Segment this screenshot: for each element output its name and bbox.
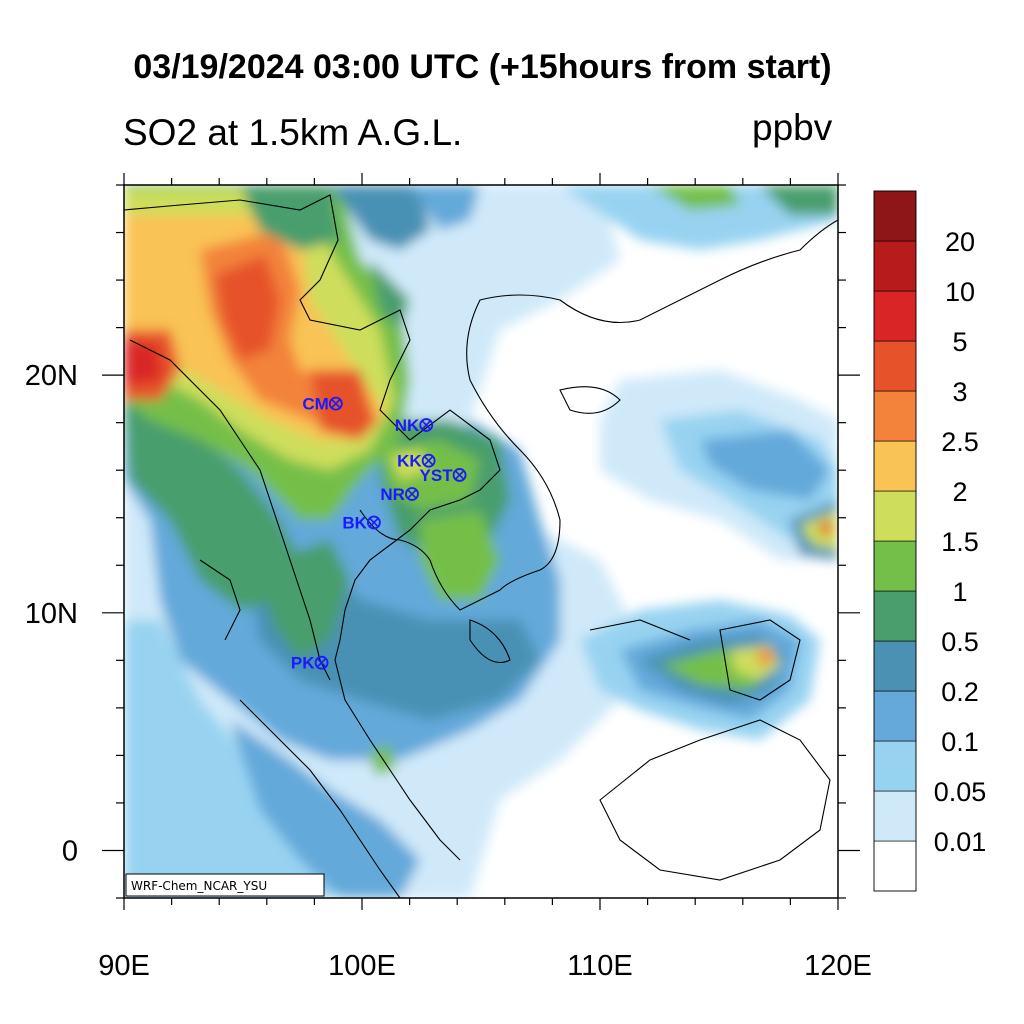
site-label: YST — [420, 466, 454, 485]
colorbar-label: 2.5 — [941, 427, 979, 457]
site-circle — [419, 418, 434, 432]
model-credit: WRF-Chem_NCAR_YSU — [131, 879, 267, 893]
colorbar-box — [873, 490, 917, 542]
colorbar-box — [873, 340, 917, 392]
colorbar-box — [873, 840, 917, 892]
site-marker: KK — [397, 452, 436, 471]
y-tick-label: 10N — [25, 598, 78, 630]
site-circle — [366, 515, 381, 530]
site-marker: NK — [395, 416, 434, 435]
coastlines — [124, 194, 838, 898]
colorbar-label: 20 — [945, 227, 975, 257]
axis-labels: 90E 100E 110E 120E 0 10N 20N — [25, 360, 872, 982]
colorbar-box — [873, 440, 917, 492]
x-tick-label: 90E — [98, 950, 150, 982]
site-circle — [328, 396, 343, 411]
site-label: NK — [395, 416, 420, 435]
colorbar-label: 0.01 — [934, 827, 987, 857]
colorbar-label: 5 — [952, 327, 967, 357]
site-marker: YST — [420, 466, 467, 485]
units-label: ppbv — [752, 107, 833, 148]
axis-ticks — [102, 173, 860, 910]
x-tick-label: 110E — [567, 950, 633, 982]
colorbar-box — [873, 290, 917, 342]
colorbar: 0.01 0.05 0.1 0.2 0.5 1 1.5 2 2.5 3 5 10 20 — [873, 190, 987, 892]
concentration-field — [124, 185, 838, 898]
colorbar-box — [873, 390, 917, 442]
colorbar-label: 1.5 — [941, 527, 979, 557]
colorbar-label: 3 — [952, 377, 967, 407]
colorbar-label: 0.2 — [941, 677, 979, 707]
colorbar-box — [873, 540, 917, 592]
site-label: CM — [302, 395, 328, 414]
colorbar-box — [873, 690, 917, 742]
site-cross — [316, 657, 327, 668]
site-marker: PK — [291, 654, 329, 673]
site-cross — [423, 455, 434, 466]
x-tick-label: 100E — [328, 950, 396, 982]
variable-label: SO2 at 1.5km A.G.L. — [123, 112, 463, 153]
site-label: KK — [397, 452, 422, 471]
site-circle — [314, 655, 329, 670]
x-tick-label: 120E — [804, 950, 872, 982]
site-cross — [407, 489, 417, 499]
y-tick-label: 0 — [62, 835, 78, 867]
site-label: BK — [342, 513, 367, 532]
colorbar-label: 1 — [952, 577, 967, 607]
site-marker: CM — [302, 395, 343, 414]
site-cross — [454, 470, 465, 480]
map-title: 03/19/2024 03:00 UTC (+15hours from star… — [133, 48, 832, 86]
colorbar-box — [873, 590, 917, 642]
site-cross — [331, 398, 341, 409]
site-marker: BK — [342, 513, 381, 532]
colorbar-label: 2 — [952, 477, 967, 507]
colorbar-box — [873, 740, 917, 792]
site-circle — [452, 468, 467, 482]
colorbar-box — [873, 640, 917, 692]
site-label: NR — [380, 485, 405, 504]
site-cross — [369, 517, 379, 528]
colorbar-label: 10 — [945, 277, 975, 307]
site-marker: NR — [380, 485, 419, 504]
colorbar-frame — [873, 190, 917, 892]
colorbar-label: 0.1 — [941, 727, 979, 757]
colorbar-label: 0.05 — [934, 777, 987, 807]
site-label: PK — [291, 654, 315, 673]
y-tick-label: 20N — [25, 360, 78, 392]
site-circle — [405, 487, 419, 501]
colorbar-label: 0.5 — [941, 627, 979, 657]
colorbar-box — [873, 240, 917, 292]
colorbar-box — [873, 790, 917, 842]
site-circle — [421, 453, 436, 468]
credit-box — [125, 873, 325, 897]
plot-frame — [123, 184, 839, 899]
site-cross — [421, 420, 432, 430]
colorbar-box — [873, 190, 917, 242]
